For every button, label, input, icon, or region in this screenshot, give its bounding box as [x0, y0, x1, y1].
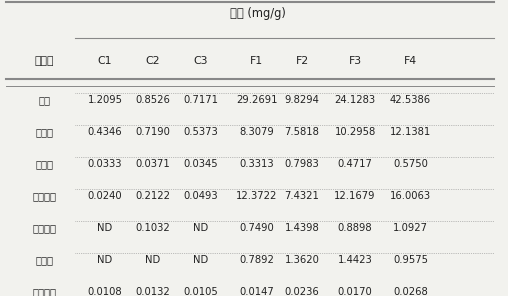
Text: 0.7892: 0.7892 — [239, 255, 274, 265]
Text: 9.8294: 9.8294 — [284, 95, 320, 105]
Text: C3: C3 — [194, 56, 208, 66]
Text: 0.7171: 0.7171 — [183, 95, 218, 105]
Text: 0.7490: 0.7490 — [239, 223, 274, 233]
Text: 柚皮苷: 柚皮苷 — [36, 255, 53, 265]
Text: 0.8526: 0.8526 — [136, 95, 170, 105]
Text: ND: ND — [194, 255, 209, 265]
Text: 1.4423: 1.4423 — [338, 255, 372, 265]
Text: 类黄酮: 类黄酮 — [35, 56, 54, 66]
Text: 0.0170: 0.0170 — [338, 287, 372, 296]
Text: 12.1679: 12.1679 — [334, 191, 376, 201]
Text: 0.8898: 0.8898 — [338, 223, 372, 233]
Text: 1.0927: 1.0927 — [393, 223, 428, 233]
Text: 29.2691: 29.2691 — [236, 95, 277, 105]
Text: 0.0105: 0.0105 — [183, 287, 218, 296]
Text: 0.5750: 0.5750 — [393, 159, 428, 169]
Text: 0.0240: 0.0240 — [88, 191, 122, 201]
Text: 0.0371: 0.0371 — [136, 159, 170, 169]
Text: 柚皮素: 柚皮素 — [36, 159, 53, 169]
Text: 1.4398: 1.4398 — [284, 223, 320, 233]
Text: 0.0147: 0.0147 — [239, 287, 274, 296]
Text: 12.3722: 12.3722 — [236, 191, 277, 201]
Text: 10.2958: 10.2958 — [334, 127, 376, 137]
Text: 0.0333: 0.0333 — [88, 159, 122, 169]
Text: F4: F4 — [404, 56, 417, 66]
Text: ND: ND — [194, 223, 209, 233]
Text: 7.5818: 7.5818 — [284, 127, 320, 137]
Text: 16.0063: 16.0063 — [390, 191, 431, 201]
Text: 0.1032: 0.1032 — [136, 223, 170, 233]
Text: 42.5386: 42.5386 — [390, 95, 431, 105]
Text: 异甘草素: 异甘草素 — [33, 287, 56, 296]
Text: 24.1283: 24.1283 — [334, 95, 375, 105]
Text: 0.4346: 0.4346 — [88, 127, 122, 137]
Text: 0.2122: 0.2122 — [136, 191, 171, 201]
Text: 12.1381: 12.1381 — [390, 127, 431, 137]
Text: 0.3313: 0.3313 — [239, 159, 274, 169]
Text: F3: F3 — [348, 56, 362, 66]
Text: 干重 (mg/g): 干重 (mg/g) — [230, 7, 285, 20]
Text: 0.7983: 0.7983 — [284, 159, 320, 169]
Text: 0.0108: 0.0108 — [88, 287, 122, 296]
Text: 0.9575: 0.9575 — [393, 255, 428, 265]
Text: F2: F2 — [296, 56, 308, 66]
Text: 紫云英苷: 紫云英苷 — [33, 223, 56, 233]
Text: 槲皮素: 槲皮素 — [36, 127, 53, 137]
Text: 0.7190: 0.7190 — [136, 127, 170, 137]
Text: 0.0132: 0.0132 — [136, 287, 170, 296]
Text: 山奈酚苷: 山奈酚苷 — [33, 191, 56, 201]
Text: 芦丁: 芦丁 — [38, 95, 50, 105]
Text: 1.3620: 1.3620 — [284, 255, 320, 265]
Text: ND: ND — [145, 255, 161, 265]
Text: 7.4321: 7.4321 — [284, 191, 320, 201]
Text: ND: ND — [98, 255, 113, 265]
Text: 0.0345: 0.0345 — [183, 159, 218, 169]
Text: ND: ND — [98, 223, 113, 233]
Text: 0.0236: 0.0236 — [284, 287, 320, 296]
Text: C1: C1 — [98, 56, 112, 66]
Text: 0.4717: 0.4717 — [338, 159, 372, 169]
Text: 1.2095: 1.2095 — [87, 95, 122, 105]
Text: 0.0493: 0.0493 — [183, 191, 218, 201]
Text: 0.0268: 0.0268 — [393, 287, 428, 296]
Text: C2: C2 — [146, 56, 160, 66]
Text: 0.5373: 0.5373 — [183, 127, 218, 137]
Text: 8.3079: 8.3079 — [239, 127, 274, 137]
Text: F1: F1 — [250, 56, 263, 66]
